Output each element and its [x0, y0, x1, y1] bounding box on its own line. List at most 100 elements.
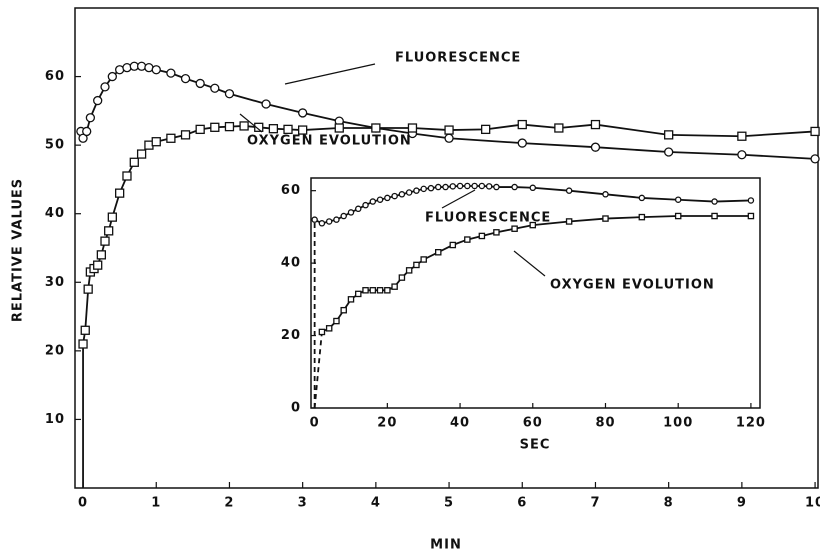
marker [664, 147, 674, 157]
marker [602, 215, 609, 222]
marker [391, 283, 398, 290]
marker [449, 183, 457, 190]
marker [369, 198, 377, 205]
marker [638, 213, 646, 221]
marker [493, 183, 500, 191]
y-tick-label: 0 [291, 401, 301, 416]
marker [529, 184, 537, 192]
marker [334, 123, 344, 133]
x-tick-label: 20 [377, 416, 397, 431]
marker [674, 212, 682, 220]
marker [107, 71, 117, 82]
marker [80, 325, 90, 335]
series-annotation: OXYGEN EVOLUTION [247, 134, 412, 149]
marker [298, 125, 308, 135]
marker [674, 196, 682, 203]
marker [129, 157, 139, 167]
marker [122, 63, 132, 73]
marker [434, 183, 442, 191]
marker [195, 124, 205, 135]
marker [96, 250, 107, 260]
marker [444, 125, 454, 135]
marker [340, 212, 347, 220]
x-tick-label: 120 [736, 416, 766, 431]
marker [180, 73, 191, 84]
y-tick-label: 60 [45, 69, 65, 84]
marker [311, 216, 318, 223]
marker [180, 130, 191, 140]
marker [810, 154, 820, 164]
marker [590, 142, 601, 152]
marker [254, 122, 264, 132]
y-tick-label: 10 [45, 412, 65, 427]
marker [485, 183, 493, 190]
marker [407, 123, 418, 133]
y-tick-label: 50 [45, 138, 65, 153]
marker [442, 183, 449, 191]
x-tick-label: 60 [523, 416, 543, 431]
y-tick-label: 20 [45, 343, 65, 358]
marker [464, 236, 471, 243]
marker [298, 108, 308, 118]
x-tick-label: 5 [444, 496, 454, 511]
series-line [321, 215, 751, 333]
leader-line [441, 189, 476, 209]
marker [333, 317, 340, 325]
start-segment [313, 331, 323, 409]
x-tick-label: 10 [805, 496, 820, 511]
x-tick-label: 2 [224, 496, 234, 511]
marker [362, 201, 369, 209]
y-tick-label: 30 [45, 275, 65, 290]
x-tick-label: 7 [590, 496, 600, 511]
leader-line [239, 113, 263, 133]
marker [478, 182, 486, 190]
marker [405, 189, 413, 196]
marker [449, 241, 457, 249]
y-tick-label: 60 [281, 183, 301, 198]
marker [405, 267, 413, 274]
marker [347, 209, 355, 216]
x-tick-label: 4 [371, 496, 381, 511]
marker [413, 261, 420, 269]
marker [398, 191, 406, 198]
marker [333, 216, 340, 223]
x-tick-label: 8 [664, 496, 674, 511]
marker [268, 124, 279, 134]
marker [638, 194, 646, 202]
x-axis-label: MIN [430, 538, 462, 550]
series-annotation: FLUORESCENCE [425, 211, 551, 226]
marker [471, 182, 478, 190]
marker [434, 249, 442, 256]
marker [398, 274, 406, 281]
marker [737, 131, 747, 141]
marker [136, 149, 147, 159]
marker [590, 119, 601, 130]
marker [82, 126, 92, 137]
marker [711, 212, 718, 220]
marker [93, 260, 103, 270]
marker [554, 123, 564, 133]
marker [391, 192, 398, 200]
marker [664, 130, 674, 140]
marker [376, 287, 384, 294]
marker [413, 187, 420, 194]
x-tick-label: 6 [517, 496, 527, 511]
marker [493, 229, 500, 236]
x-tick-label: 80 [595, 416, 615, 431]
series-line [314, 185, 751, 225]
marker [565, 218, 573, 225]
x-tick-label: 40 [450, 416, 470, 431]
marker [340, 306, 347, 314]
marker [464, 182, 471, 190]
marker [369, 287, 377, 294]
marker [456, 182, 464, 190]
marker [166, 68, 176, 78]
marker [325, 325, 333, 332]
marker [529, 221, 537, 229]
marker [371, 123, 381, 133]
y-axis-label: RELATIVE VALUES [11, 178, 26, 322]
marker [747, 197, 755, 204]
marker [318, 220, 326, 227]
marker [100, 82, 110, 92]
x-tick-label: 1 [151, 496, 161, 511]
